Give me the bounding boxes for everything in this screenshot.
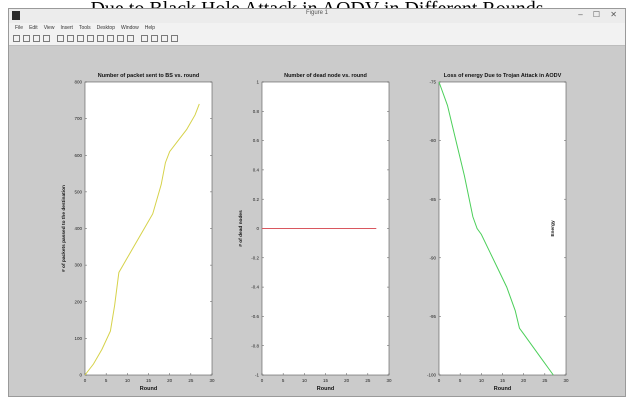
x-tick-label: 0 <box>84 378 87 383</box>
x-tick-label: 25 <box>542 378 548 383</box>
y-tick-label: -80 <box>429 138 436 143</box>
y-axis-label: # of dead nodes <box>238 210 244 247</box>
menu-desktop[interactable]: Desktop <box>96 25 115 31</box>
y-axis-label: Energy <box>550 220 556 237</box>
menu-edit[interactable]: Edit <box>29 25 38 31</box>
y-tick-label: -0.4 <box>251 285 259 290</box>
y-tick-label: -0.6 <box>251 314 259 319</box>
zoom-in-icon[interactable] <box>67 35 74 42</box>
x-tick-label: 10 <box>479 378 485 383</box>
y-tick-label: 700 <box>74 116 82 121</box>
brush-icon[interactable] <box>117 35 124 42</box>
y-tick-label: 600 <box>74 153 82 158</box>
menu-bar: File Edit View Insert Tools Desktop Window Help <box>9 23 625 33</box>
y-tick-label: 0.6 <box>253 138 260 143</box>
y-tick-label: 300 <box>74 263 82 268</box>
app-icon <box>12 11 20 20</box>
open-icon[interactable] <box>23 35 30 42</box>
chart-title: Number of dead node vs. round <box>284 73 367 79</box>
y-tick-label: -90 <box>429 255 436 260</box>
x-tick-label: 10 <box>125 378 131 383</box>
y-tick-label: 0.4 <box>253 168 260 173</box>
x-tick-label: 5 <box>105 378 108 383</box>
x-tick-label: 30 <box>386 378 392 383</box>
x-tick-label: 15 <box>146 378 152 383</box>
toolbar <box>9 33 625 46</box>
figure-window: Figure 1 – ☐ ✕ File Edit View Insert Tools De… <box>8 8 626 397</box>
x-tick-label: 0 <box>261 378 264 383</box>
y-tick-label: -100 <box>427 373 437 378</box>
plots-svg: Number of packet sent to BS vs. round 0 5 1… <box>61 73 569 392</box>
x-tick-label: 5 <box>459 378 462 383</box>
figure-area: Number of packet sent to BS vs. round 0 5 1… <box>9 46 625 396</box>
x-tick-label: 5 <box>282 378 285 383</box>
menu-help[interactable]: Help <box>144 25 156 31</box>
y-tick-label: 100 <box>74 336 82 341</box>
menu-tools[interactable]: Tools <box>78 25 91 31</box>
x-tick-label: 20 <box>167 378 173 383</box>
menu-insert[interactable]: Insert <box>60 25 73 31</box>
x-axis-label: Round <box>494 386 511 392</box>
window-title: Figure 1 <box>305 10 328 16</box>
series-line <box>84 103 200 376</box>
link-icon[interactable] <box>127 35 134 42</box>
new-icon[interactable] <box>13 35 20 42</box>
pointer-icon[interactable] <box>57 35 64 42</box>
y-tick-label: 0 <box>256 226 259 231</box>
y-tick-label: 0.2 <box>253 197 260 202</box>
chart-1[interactable]: Number of packet sent to BS vs. round 0 5 1… <box>61 73 215 392</box>
x-axis-label: Round <box>317 386 334 392</box>
axes-box <box>438 81 567 376</box>
window-controls[interactable]: – ☐ ✕ <box>578 10 621 19</box>
menu-file[interactable]: File <box>15 25 24 31</box>
print-icon[interactable] <box>43 35 50 42</box>
menu-window[interactable]: Window <box>120 25 139 31</box>
y-tick-label: 1 <box>256 80 259 85</box>
y-tick-label: -1 <box>255 373 259 378</box>
chart-title: Loss of energy Due to Trojan Attack in A… <box>444 73 562 79</box>
y-tick-label: -0.2 <box>251 255 259 260</box>
axes-box <box>84 81 213 376</box>
zoom-out-icon[interactable] <box>77 35 84 42</box>
y-tick-label: 0.8 <box>253 109 260 114</box>
x-axis-label: Round <box>140 386 157 392</box>
chart-title: Number of packet sent to BS vs. round <box>98 73 199 79</box>
x-tick-label: 20 <box>521 378 527 383</box>
save-icon[interactable] <box>33 35 40 42</box>
x-tick-label: 25 <box>365 378 371 383</box>
y-tick-label: -85 <box>429 197 436 202</box>
menu-view[interactable]: View <box>43 25 55 31</box>
title-bar: Figure 1 – ☐ ✕ <box>9 9 625 23</box>
x-tick-label: 10 <box>302 378 308 383</box>
y-axis-label: # of packets passed to the destination <box>61 185 67 272</box>
colorbar-icon[interactable] <box>141 35 148 42</box>
pan-icon[interactable] <box>87 35 94 42</box>
rotate-icon[interactable] <box>97 35 104 42</box>
y-tick-label: -0.8 <box>251 343 259 348</box>
x-tick-label: 15 <box>323 378 329 383</box>
y-tick-label: -75 <box>429 80 436 85</box>
x-tick-label: 30 <box>563 378 569 383</box>
y-tick-label: 400 <box>74 226 82 231</box>
x-tick-label: 15 <box>500 378 506 383</box>
x-tick-label: 25 <box>188 378 194 383</box>
datacursor-icon[interactable] <box>107 35 114 42</box>
show-plot-icon[interactable] <box>171 35 178 42</box>
y-tick-label: -95 <box>429 314 436 319</box>
legend-icon[interactable] <box>151 35 158 42</box>
y-tick-label: 800 <box>74 80 82 85</box>
chart-3[interactable]: Loss of energy Due to Trojan Attack in A… <box>427 73 569 392</box>
y-tick-label: 0 <box>79 373 82 378</box>
x-tick-label: 30 <box>209 378 215 383</box>
series-line <box>438 81 554 376</box>
hide-plot-icon[interactable] <box>161 35 168 42</box>
y-tick-label: 200 <box>74 299 82 304</box>
x-tick-label: 0 <box>438 378 441 383</box>
y-tick-label: 500 <box>74 189 82 194</box>
x-tick-label: 20 <box>344 378 350 383</box>
